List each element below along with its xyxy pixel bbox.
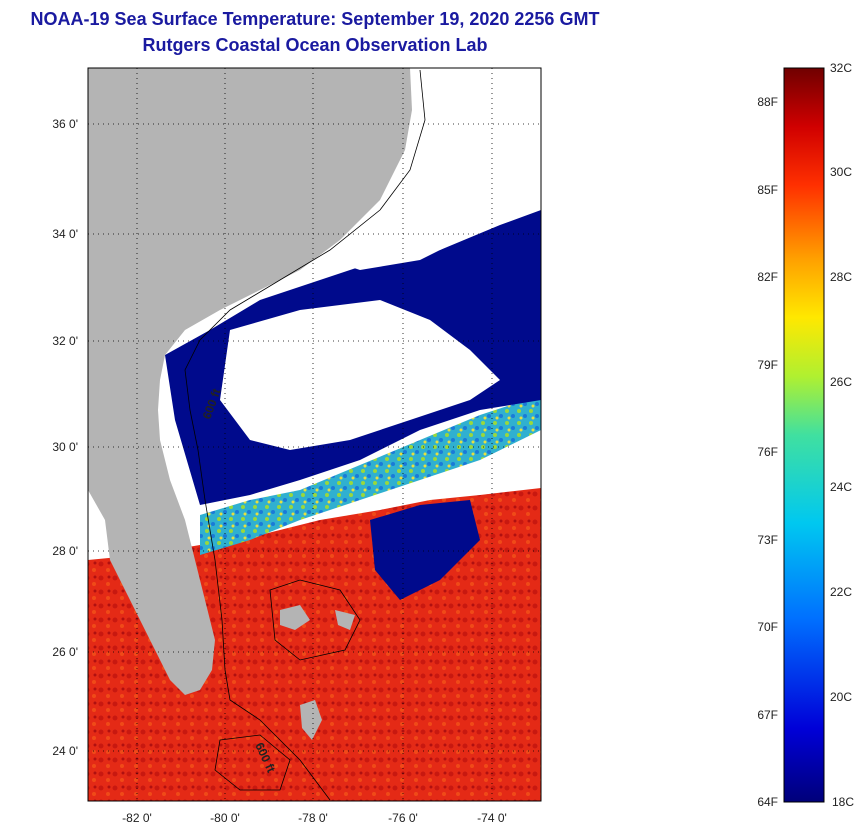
f-label: 85F	[757, 183, 778, 197]
latitude-axis: 36 0' 34 0' 32 0' 30 0' 28 0' 26 0' 24 0…	[52, 117, 78, 758]
c-label: 28C	[830, 270, 852, 284]
bahamas-island	[280, 605, 310, 630]
lon-label: -74 0'	[477, 811, 507, 825]
cloud-patch-2	[300, 230, 460, 270]
colorbar-gradient	[783, 67, 825, 803]
lon-label: -80 0'	[210, 811, 240, 825]
lat-label: 28 0'	[52, 544, 78, 558]
f-label: 79F	[757, 358, 778, 372]
f-label: 67F	[757, 708, 778, 722]
lon-label: -82 0'	[122, 811, 152, 825]
c-label: 30C	[830, 165, 852, 179]
map-subtitle: Rutgers Coastal Ocean Observation Lab	[142, 35, 488, 55]
celsius-scale: 32C 30C 28C 26C 24C 22C 20C 18C	[830, 61, 854, 809]
map-frame	[87, 67, 542, 802]
cold-water-patch-south	[370, 500, 480, 600]
bahamas-island-3	[335, 610, 355, 630]
lat-label: 34 0'	[52, 227, 78, 241]
lat-label: 24 0'	[52, 744, 78, 758]
longitude-axis: -82 0' -80 0' -78 0' -76 0' -74 0'	[122, 811, 507, 825]
f-label: 88F	[757, 95, 778, 109]
grid-lines	[88, 68, 541, 801]
bahamas-island-2	[300, 700, 322, 740]
land-mass	[88, 68, 412, 695]
f-label: 73F	[757, 533, 778, 547]
lat-label: 36 0'	[52, 117, 78, 131]
c-label: 20C	[830, 690, 852, 704]
f-label: 64F	[757, 795, 778, 809]
sst-map: 600 ft 600 ft 36 0' 34 0' 32 0' 30 0' 28…	[52, 67, 542, 825]
c-label: 22C	[830, 585, 852, 599]
fahrenheit-scale: 88F 85F 82F 79F 76F 73F 70F 67F 64F	[757, 95, 778, 809]
depth-contour-2	[269, 579, 361, 661]
f-label: 82F	[757, 270, 778, 284]
cloud-patch	[220, 300, 500, 450]
depth-contour-3	[214, 734, 291, 791]
transition-water-band	[200, 395, 541, 555]
temperature-colorbar: 88F 85F 82F 79F 76F 73F 70F 67F 64F 32C …	[757, 61, 854, 809]
lon-label: -76 0'	[388, 811, 418, 825]
c-label: 32C	[830, 61, 852, 75]
lon-label: -78 0'	[298, 811, 328, 825]
lat-label: 32 0'	[52, 334, 78, 348]
c-label: 18C	[832, 795, 854, 809]
c-label: 26C	[830, 375, 852, 389]
f-label: 70F	[757, 620, 778, 634]
lat-label: 30 0'	[52, 440, 78, 454]
map-title: NOAA-19 Sea Surface Temperature: Septemb…	[30, 9, 600, 29]
lat-label: 26 0'	[52, 645, 78, 659]
f-label: 76F	[757, 445, 778, 459]
c-label: 24C	[830, 480, 852, 494]
depth-contour	[184, 69, 426, 801]
